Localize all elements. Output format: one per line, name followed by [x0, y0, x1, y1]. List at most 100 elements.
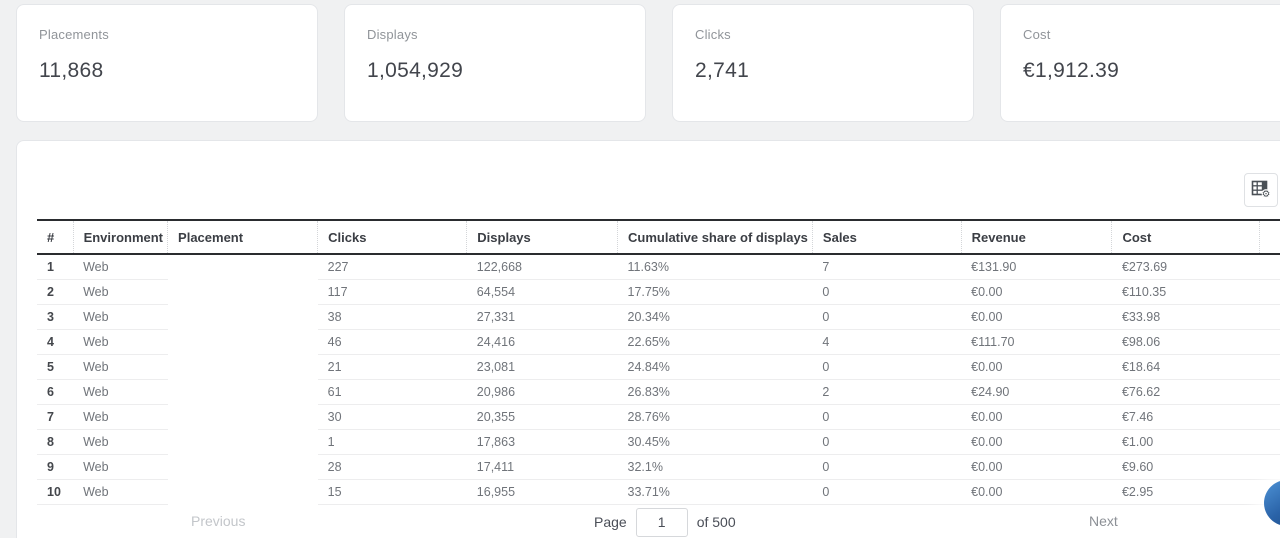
cell-clicks: 15 [317, 479, 467, 505]
table-row: 10 Web 15 16,955 33.71% 0 €0.00 €2.95 [37, 479, 1280, 505]
cell-clicks: 30 [317, 404, 467, 430]
cell-placement [167, 379, 318, 404]
pagination-bar: Previous Page of 500 Next [17, 504, 1280, 538]
cell-cost: €110.35 [1111, 279, 1260, 305]
cell-displays: 27,331 [466, 304, 618, 330]
cell-blank [1259, 429, 1280, 455]
cell-revenue: €111.70 [961, 329, 1112, 355]
cell-revenue: €0.00 [961, 279, 1112, 305]
cell-displays: 17,411 [466, 454, 618, 480]
column-header-cost[interactable]: Cost [1111, 219, 1260, 255]
table-row: 5 Web 21 23,081 24.84% 0 €0.00 €18.64 [37, 354, 1280, 380]
placements-table: # Environment Placement Clicks Displays Cumul… [37, 219, 1280, 505]
cell-placement [167, 304, 318, 329]
cell-placement [167, 279, 318, 304]
table-row: 3 Web 38 27,331 20.34% 0 €0.00 €33.98 [37, 304, 1280, 330]
cell-cumulative-share-of-displays: 30.45% [617, 429, 813, 455]
cell--: 7 [37, 404, 74, 430]
cell-revenue: €0.00 [961, 304, 1112, 330]
cell-displays: 20,986 [466, 379, 618, 405]
cell-cost: €2.95 [1111, 479, 1260, 505]
table-row: 4 Web 46 24,416 22.65% 4 €111.70 €98.06 [37, 329, 1280, 355]
cell-cumulative-share-of-displays: 28.76% [617, 404, 813, 430]
cell-revenue: €24.90 [961, 379, 1112, 405]
column-header-clicks[interactable]: Clicks [317, 219, 468, 255]
cell-cumulative-share-of-displays: 32.1% [617, 454, 813, 480]
stat-label: Placements [39, 27, 109, 42]
column-header-cumulative-share-of-displays[interactable]: Cumulative share of displays [617, 219, 813, 255]
cell-clicks: 227 [317, 254, 467, 280]
previous-page-button[interactable]: Previous [191, 513, 246, 529]
cell-revenue: €0.00 [961, 354, 1112, 380]
cell-environment: Web [73, 354, 168, 380]
column-header-blank [1259, 219, 1280, 255]
column-header-displays[interactable]: Displays [466, 219, 619, 255]
cell-sales: 0 [812, 404, 962, 430]
cell-cumulative-share-of-displays: 20.34% [617, 304, 813, 330]
stat-value: 11,868 [39, 59, 104, 82]
cell-environment: Web [73, 279, 168, 305]
table-row: 7 Web 30 20,355 28.76% 0 €0.00 €7.46 [37, 404, 1280, 430]
cell-clicks: 46 [317, 329, 467, 355]
cell-environment: Web [73, 304, 168, 330]
stat-card-displays: Displays 1,054,929 [344, 4, 646, 122]
cell-cost: €1.00 [1111, 429, 1260, 455]
cell-sales: 0 [812, 454, 962, 480]
cell-clicks: 117 [317, 279, 467, 305]
next-page-button[interactable]: Next [1089, 513, 1118, 529]
cell-placement [167, 429, 318, 454]
table-row: 9 Web 28 17,411 32.1% 0 €0.00 €9.60 [37, 454, 1280, 480]
page-label: Page [594, 514, 627, 530]
stat-value: 1,054,929 [367, 59, 464, 82]
cell-placement [167, 354, 318, 379]
cell-placement [167, 404, 318, 429]
column-header-revenue[interactable]: Revenue [961, 219, 1113, 255]
cell-blank [1259, 454, 1280, 480]
cell-sales: 7 [812, 254, 962, 280]
column-header-sales[interactable]: Sales [812, 219, 962, 255]
table-header: # Environment Placement Clicks Displays Cumul… [37, 219, 1280, 255]
cell-revenue: €131.90 [961, 254, 1112, 280]
stat-label: Displays [367, 27, 418, 42]
cell-blank [1259, 354, 1280, 380]
cell-cost: €18.64 [1111, 354, 1260, 380]
cell-cost: €98.06 [1111, 329, 1260, 355]
cell-cost: €273.69 [1111, 254, 1260, 280]
cell-revenue: €0.00 [961, 404, 1112, 430]
svg-text:⚙: ⚙ [1262, 189, 1271, 199]
cell-placement [167, 329, 318, 354]
cell-sales: 0 [812, 354, 962, 380]
table-row: 1 Web 227 122,668 11.63% 7 €131.90 €273.69 [37, 254, 1280, 280]
cell-cost: €76.62 [1111, 379, 1260, 405]
cell-clicks: 1 [317, 429, 467, 455]
cell-environment: Web [73, 254, 168, 280]
cell-placement [167, 254, 318, 279]
chat-widget-button[interactable] [1264, 480, 1280, 526]
cell-revenue: €0.00 [961, 429, 1112, 455]
column-settings-button[interactable]: ⚙ [1244, 173, 1278, 207]
cell-environment: Web [73, 379, 168, 405]
cell-cumulative-share-of-displays: 24.84% [617, 354, 813, 380]
cell-displays: 122,668 [466, 254, 618, 280]
column-header-environment[interactable]: Environment [73, 219, 169, 255]
table-row: 8 Web 1 17,863 30.45% 0 €0.00 €1.00 [37, 429, 1280, 455]
cell-blank [1259, 304, 1280, 330]
cell-cost: €9.60 [1111, 454, 1260, 480]
cell-cumulative-share-of-displays: 26.83% [617, 379, 813, 405]
cell--: 9 [37, 454, 74, 480]
cell-displays: 23,081 [466, 354, 618, 380]
cell-blank [1259, 254, 1280, 280]
page-number-input[interactable] [635, 507, 688, 537]
stat-label: Cost [1023, 27, 1051, 42]
cell-environment: Web [73, 429, 168, 455]
stat-card-placements: Placements 11,868 [16, 4, 318, 122]
column-header--[interactable]: # [37, 219, 74, 255]
cell--: 5 [37, 354, 74, 380]
cell-displays: 24,416 [466, 329, 618, 355]
cell-revenue: €0.00 [961, 454, 1112, 480]
cell-sales: 0 [812, 429, 962, 455]
cell-sales: 4 [812, 329, 962, 355]
cell-sales: 0 [812, 279, 962, 305]
column-header-placement[interactable]: Placement [167, 219, 319, 255]
